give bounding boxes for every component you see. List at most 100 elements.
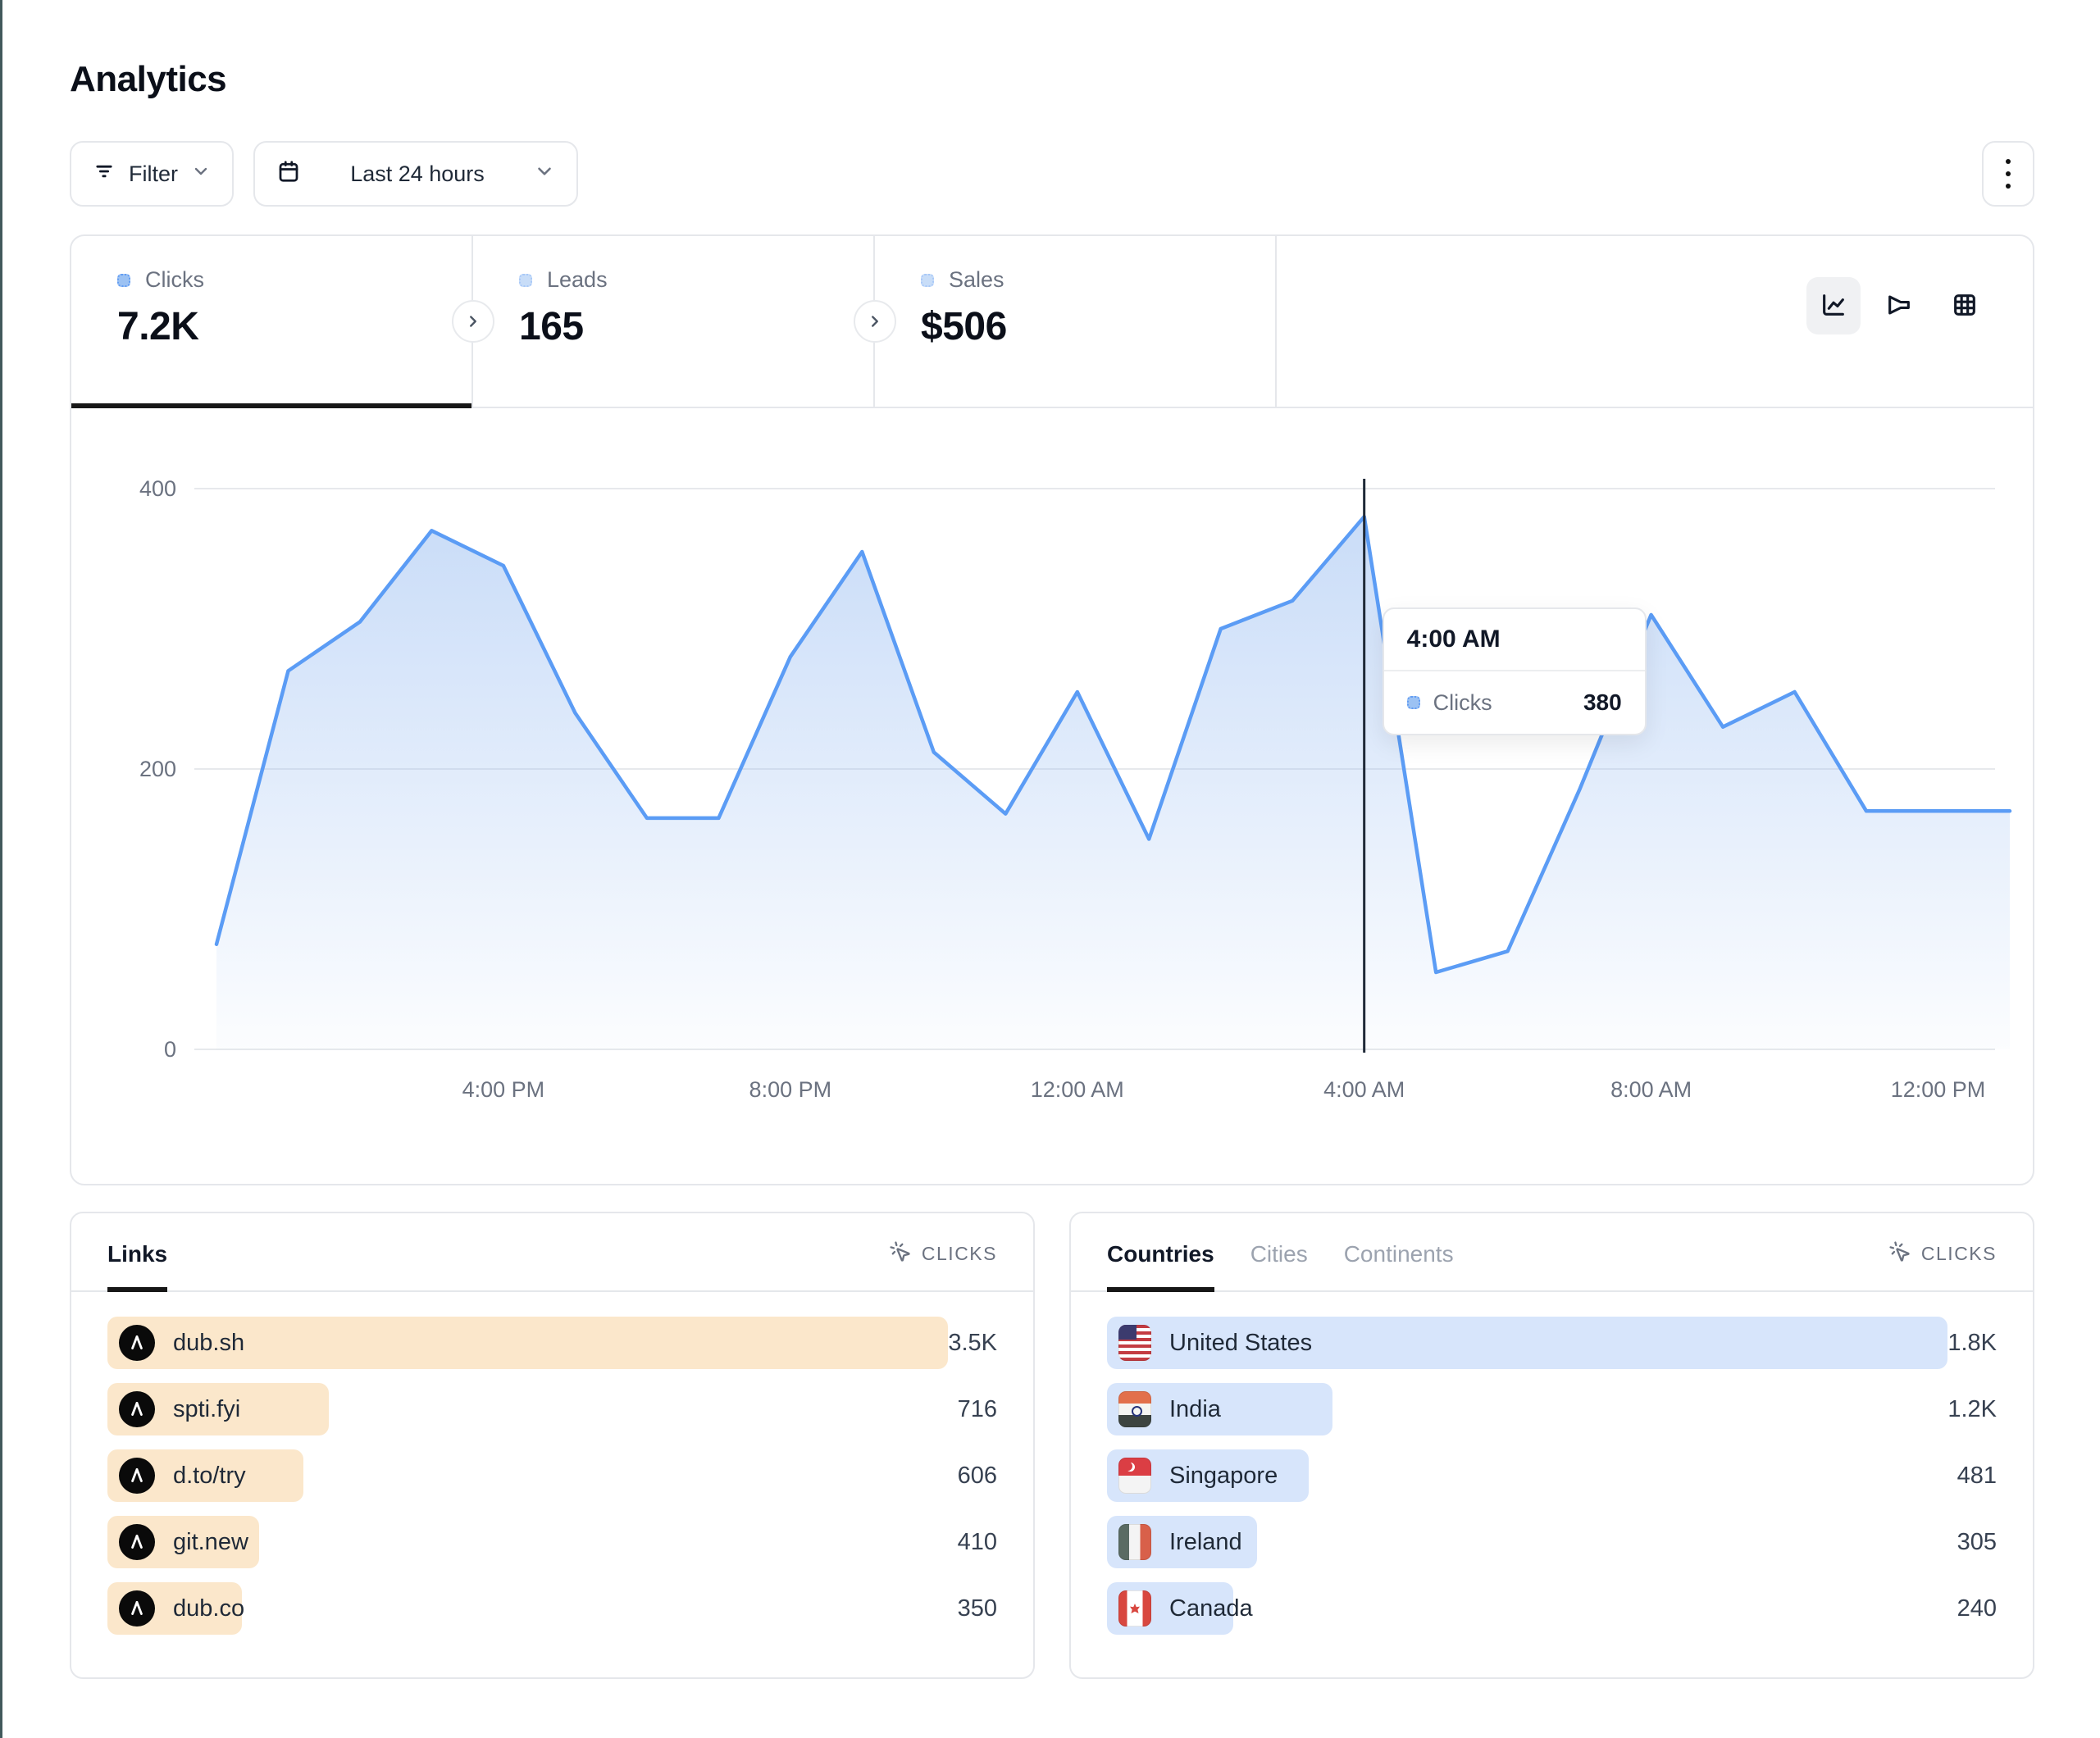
kebab-dot: [2006, 159, 2011, 164]
metric-legend-square: [117, 273, 130, 287]
chart-view-switcher: [1806, 277, 1992, 334]
date-range-label: Last 24 hours: [350, 161, 485, 186]
country-label: India: [1169, 1395, 1221, 1422]
metric-tab-leads[interactable]: Leads 165: [473, 236, 875, 407]
kebab-dot: [2006, 171, 2011, 176]
link-bar: dub.co: [107, 1582, 244, 1635]
x-axis-tick-label: 12:00 PM: [1891, 1077, 1986, 1102]
country-bar: India: [1107, 1383, 1332, 1435]
x-axis-tick-label: 4:00 PM: [462, 1077, 545, 1102]
link-label: dub.sh: [173, 1329, 245, 1356]
link-row-dub-sh[interactable]: dub.sh 3.5K: [107, 1317, 997, 1369]
geo-rows: United States 1.8K India 1.2K Singapore 481 Ir…: [1071, 1292, 2033, 1635]
country-bar: United States: [1107, 1317, 1948, 1369]
links-rows: dub.sh 3.5K spti.fyi 716 d.to/try 606 git.new 4…: [71, 1292, 1033, 1635]
country-clicks-value: 481: [1957, 1462, 1997, 1489]
funnel-chart-view-button[interactable]: [1872, 277, 1926, 334]
clicks-legend-square: [1406, 696, 1420, 709]
metric-tab-label: Leads: [547, 267, 608, 292]
y-axis-tick-label: 0: [164, 1037, 176, 1062]
flag-icon-sg: [1118, 1458, 1151, 1494]
more-options-button[interactable]: [1982, 141, 2034, 207]
dub-logo-icon: [119, 1391, 155, 1427]
clicks-timeseries-chart[interactable]: 0 200 400 4:00 PM 8:00 PM 12:00 AM 4:00 AM 8:00…: [71, 408, 2033, 1182]
links-metric-label: CLICKS: [921, 1243, 997, 1264]
window-accent-strip: [0, 0, 2, 1738]
link-clicks-value: 3.5K: [948, 1329, 997, 1356]
link-row-d-to-try[interactable]: d.to/try 606: [107, 1449, 997, 1502]
geo-panel-header: Countries Cities Continents CLICKS: [1071, 1213, 2033, 1292]
country-bar: Singapore: [1107, 1449, 1309, 1502]
tooltip-metric-name: Clicks: [1433, 689, 1492, 715]
links-tab-links[interactable]: Links: [107, 1241, 168, 1292]
kebab-dot: [2006, 184, 2011, 189]
links-metric-header[interactable]: CLICKS: [889, 1240, 997, 1290]
mouse-pointer-click-icon: [1888, 1240, 1911, 1267]
metric-tab-expand-button[interactable]: [452, 300, 494, 343]
y-axis-tick-label: 400: [139, 476, 176, 501]
geo-tab-countries[interactable]: Countries: [1107, 1241, 1214, 1292]
country-row-singapore[interactable]: Singapore 481: [1107, 1449, 1997, 1502]
geo-panel: Countries Cities Continents CLICKS United …: [1069, 1212, 2034, 1679]
dub-logo-icon: [119, 1458, 155, 1494]
link-label: d.to/try: [173, 1462, 246, 1489]
analytics-chart-card: Clicks 7.2K Leads 165 Sales $506: [70, 234, 2034, 1185]
flag-icon-ca: [1118, 1590, 1151, 1627]
x-axis-tick-label: 12:00 AM: [1031, 1077, 1124, 1102]
x-axis-tick-label: 4:00 AM: [1323, 1077, 1405, 1102]
table-view-button[interactable]: [1938, 277, 1992, 334]
link-row-git-new[interactable]: git.new 410: [107, 1516, 997, 1568]
area-chart-canvas: 0 200 400 4:00 PM 8:00 PM 12:00 AM 4:00 AM 8:00…: [139, 476, 2012, 1102]
link-label: git.new: [173, 1528, 248, 1555]
toolbar: Filter Last 24 hours: [70, 141, 2034, 207]
geo-metric-label: CLICKS: [1920, 1243, 1997, 1264]
country-bar: Ireland: [1107, 1516, 1257, 1568]
date-range-button[interactable]: Last 24 hours: [253, 141, 578, 207]
metric-tab-label: Clicks: [145, 267, 204, 292]
table-grid-icon: [1951, 291, 1979, 321]
country-row-united-states[interactable]: United States 1.8K: [1107, 1317, 1997, 1369]
page-title: Analytics: [70, 59, 227, 99]
flag-icon-ie: [1118, 1524, 1151, 1560]
geo-tab-continents[interactable]: Continents: [1343, 1241, 1454, 1267]
metric-legend: Clicks: [117, 267, 471, 293]
tooltip-metric-value: 380: [1583, 689, 1622, 715]
metric-tab-label: Sales: [949, 267, 1004, 292]
links-panel: Links CLICKS dub.sh 3.5K spti.fyi 716 d.to/t…: [70, 1212, 1035, 1679]
country-row-canada[interactable]: Canada 240: [1107, 1582, 1997, 1635]
link-bar: d.to/try: [107, 1449, 303, 1502]
breakdown-panels: Links CLICKS dub.sh 3.5K spti.fyi 716 d.to/t…: [70, 1212, 2034, 1679]
country-row-india[interactable]: India 1.2K: [1107, 1383, 1997, 1435]
geo-tab-cities[interactable]: Cities: [1250, 1241, 1308, 1267]
chevron-down-icon: [191, 162, 211, 187]
filter-icon: [93, 160, 116, 189]
chevron-down-icon: [534, 161, 555, 188]
link-row-spti-fyi[interactable]: spti.fyi 716: [107, 1383, 997, 1435]
flag-icon-in: [1118, 1391, 1151, 1427]
country-label: Canada: [1169, 1595, 1253, 1622]
geo-metric-header[interactable]: CLICKS: [1888, 1240, 1997, 1290]
link-clicks-value: 606: [957, 1462, 997, 1489]
calendar-icon: [276, 159, 301, 189]
metric-tab-value: 7.2K: [117, 305, 199, 348]
country-bar: Canada: [1107, 1582, 1253, 1635]
metric-legend-square: [921, 273, 934, 287]
line-chart-icon: [1820, 291, 1847, 321]
line-chart-view-button[interactable]: [1806, 277, 1861, 334]
metric-tab-sales[interactable]: Sales $506: [875, 236, 1277, 407]
country-label: United States: [1169, 1329, 1313, 1356]
country-clicks-value: 240: [1957, 1595, 1997, 1622]
analytics-page: Analytics Filter Last 24 hours: [70, 0, 2034, 1679]
country-row-ireland[interactable]: Ireland 305: [1107, 1516, 1997, 1568]
country-label: Ireland: [1169, 1528, 1242, 1555]
metric-tab-clicks[interactable]: Clicks 7.2K: [71, 236, 473, 408]
country-clicks-value: 1.2K: [1947, 1395, 1997, 1422]
chart-hover-tooltip: 4:00 AM Clicks 380: [1382, 607, 1647, 735]
filter-button-label: Filter: [129, 161, 178, 186]
x-axis-tick-label: 8:00 PM: [749, 1077, 832, 1102]
metric-tab-expand-button[interactable]: [854, 300, 896, 343]
funnel-chart-icon: [1885, 291, 1913, 321]
link-row-dub-co[interactable]: dub.co 350: [107, 1582, 997, 1635]
link-label: spti.fyi: [173, 1395, 241, 1422]
filter-button[interactable]: Filter: [70, 141, 234, 207]
